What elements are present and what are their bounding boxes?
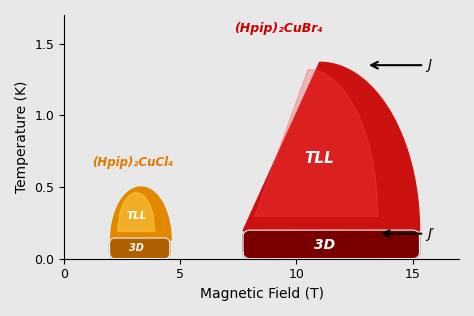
Polygon shape <box>255 70 378 216</box>
Text: J′: J′ <box>428 227 435 240</box>
Polygon shape <box>111 187 171 240</box>
Text: TLL: TLL <box>126 211 146 221</box>
Text: 3D: 3D <box>129 243 144 253</box>
X-axis label: Magnetic Field (T): Magnetic Field (T) <box>200 287 324 301</box>
Text: J: J <box>428 58 432 72</box>
Polygon shape <box>118 193 155 232</box>
Polygon shape <box>109 238 170 259</box>
Y-axis label: Temperature (K): Temperature (K) <box>15 81 29 193</box>
Text: (Hpip)₂CuCl₄: (Hpip)₂CuCl₄ <box>92 155 173 168</box>
Polygon shape <box>243 62 419 231</box>
Text: TLL: TLL <box>305 151 335 166</box>
Text: 3D: 3D <box>314 238 335 252</box>
Polygon shape <box>243 230 419 259</box>
Text: (Hpip)₂CuBr₄: (Hpip)₂CuBr₄ <box>234 22 323 35</box>
